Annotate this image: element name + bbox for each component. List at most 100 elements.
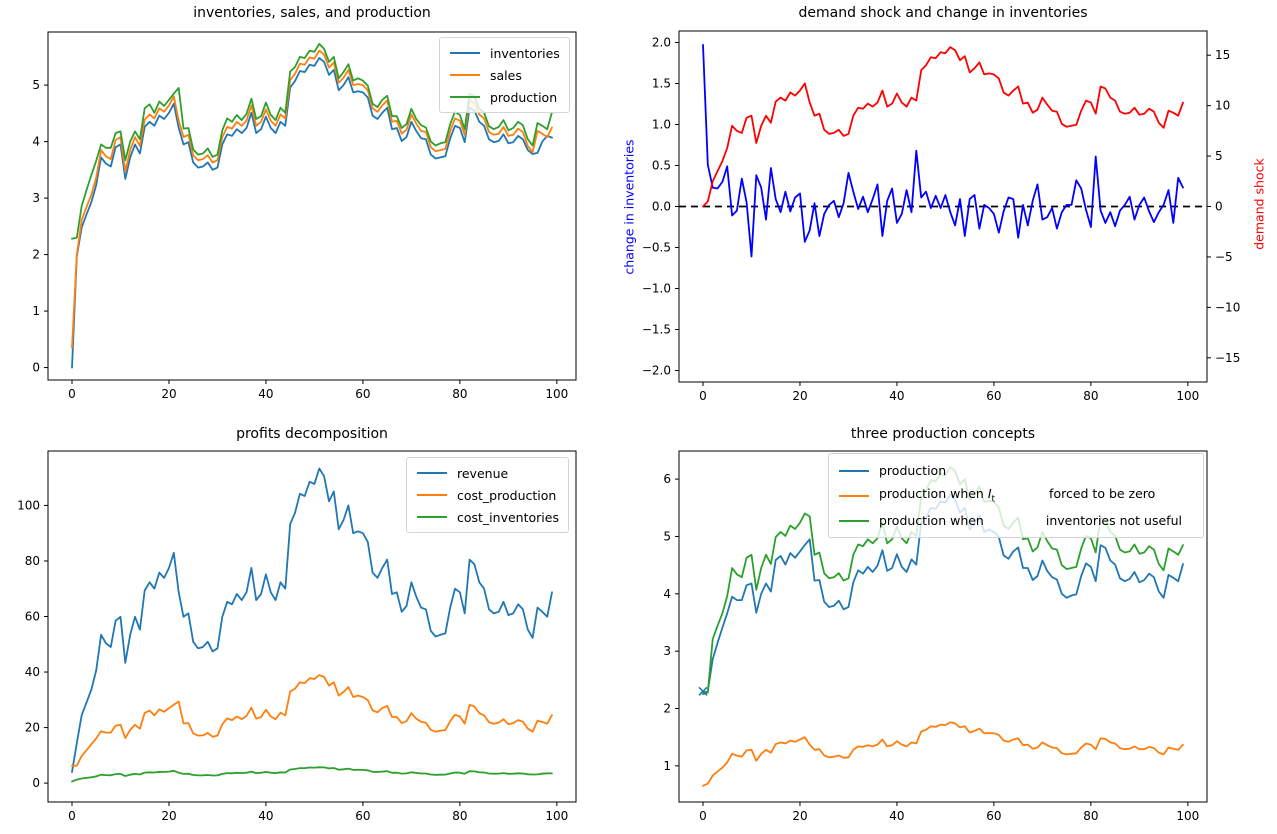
svg-text:100: 100 — [17, 498, 40, 512]
svg-text:3: 3 — [663, 644, 671, 658]
svg-text:80: 80 — [452, 387, 467, 401]
orange-line-sample-icon — [839, 494, 869, 497]
svg-text:80: 80 — [1083, 809, 1098, 823]
legend-label: cost_inventories — [457, 509, 559, 525]
svg-text:−5: −5 — [1215, 250, 1233, 264]
svg-text:0: 0 — [699, 389, 707, 403]
svg-text:80: 80 — [1083, 389, 1098, 403]
blue-line-sample-icon — [450, 52, 480, 54]
legend-item: production — [440, 86, 569, 108]
svg-text:100: 100 — [545, 809, 568, 823]
plot4-title: three production concepts — [850, 426, 1036, 442]
legend-label: production when inventories not useful — [879, 513, 1182, 528]
svg-text:100: 100 — [545, 387, 568, 401]
svg-text:40: 40 — [889, 809, 904, 823]
svg-text:1.5: 1.5 — [652, 76, 671, 90]
green-line-sample-icon — [417, 516, 447, 518]
plot4-legend: production production when It forced to b… — [828, 453, 1204, 538]
blue-line-sample-icon — [417, 472, 447, 474]
plot2-right-axis-label: demand shock — [1251, 158, 1267, 250]
legend-label-suffix: forced to be zero — [1049, 486, 1156, 502]
svg-text:5: 5 — [32, 78, 40, 92]
orange-line-sample-icon — [417, 494, 447, 496]
plot2-left-axis-label: change in inventories — [621, 139, 637, 275]
svg-text:−15: −15 — [1215, 351, 1240, 365]
svg-text:60: 60 — [25, 610, 40, 624]
plot-2: 0 20 40 60 80 100−2.0−1.5−1.0−0.50.00.51.01.5… — [642, 30, 1240, 403]
svg-text:2.0: 2.0 — [652, 35, 671, 49]
svg-text:0: 0 — [32, 361, 40, 375]
plot3-title: profits decomposition — [236, 426, 388, 442]
svg-text:1: 1 — [32, 304, 40, 318]
legend-item: production when It forced to be zero — [829, 483, 1203, 508]
svg-text:0.0: 0.0 — [652, 200, 671, 214]
svg-text:20: 20 — [25, 721, 40, 735]
svg-text:20: 20 — [792, 389, 807, 403]
orange-line-sample-icon — [450, 74, 480, 76]
legend-label: production — [879, 463, 947, 478]
legend-label-suffix: inventories not useful — [1045, 513, 1182, 528]
svg-text:0.5: 0.5 — [652, 158, 671, 172]
legend-label: production when It forced to be zero — [879, 486, 1155, 505]
plot-4: 0 20 40 60 80 100 1 2 3 4 5 6 — [663, 450, 1208, 823]
svg-text:−10: −10 — [1215, 300, 1240, 314]
svg-text:3: 3 — [32, 191, 40, 205]
plot-3: 0 20 40 60 80 100 0 20 40 60 80 100 — [17, 450, 577, 823]
svg-text:40: 40 — [258, 387, 273, 401]
svg-text:2: 2 — [663, 702, 671, 716]
legend-label-prefix: production when — [879, 486, 988, 502]
legend-label: production — [490, 89, 558, 105]
math-symbol: I — [987, 486, 992, 502]
plot1-title: inventories, sales, and production — [193, 5, 431, 21]
blue-line-sample-icon — [839, 469, 869, 472]
svg-text:60: 60 — [355, 809, 370, 823]
svg-text:40: 40 — [889, 389, 904, 403]
svg-text:60: 60 — [986, 809, 1001, 823]
svg-text:80: 80 — [452, 809, 467, 823]
svg-text:0: 0 — [1215, 200, 1223, 214]
svg-text:4: 4 — [663, 587, 671, 601]
svg-text:100: 100 — [1176, 809, 1199, 823]
legend-label-prefix: production when — [879, 513, 984, 528]
legend-item: inventories — [440, 42, 569, 64]
svg-text:20: 20 — [792, 809, 807, 823]
svg-text:60: 60 — [986, 389, 1001, 403]
legend-label: sales — [490, 67, 522, 83]
legend-item: sales — [440, 64, 569, 86]
svg-text:10: 10 — [1215, 99, 1230, 113]
svg-text:1: 1 — [663, 759, 671, 773]
svg-text:5: 5 — [1215, 149, 1223, 163]
green-line-sample-icon — [450, 96, 480, 98]
svg-text:−0.5: −0.5 — [642, 241, 671, 255]
svg-text:−1.0: −1.0 — [642, 282, 671, 296]
legend-label: inventories — [490, 45, 560, 61]
legend-item: cost_inventories — [407, 506, 568, 528]
svg-text:40: 40 — [25, 665, 40, 679]
svg-text:6: 6 — [663, 472, 671, 486]
svg-text:0: 0 — [68, 809, 76, 823]
svg-text:40: 40 — [258, 809, 273, 823]
legend-item: production when inventories not useful — [829, 508, 1203, 533]
svg-text:5: 5 — [663, 529, 671, 543]
plot3-legend: revenue cost_production cost_inventories — [406, 457, 569, 533]
svg-text:15: 15 — [1215, 48, 1230, 62]
svg-text:1.0: 1.0 — [652, 117, 671, 131]
legend-item: production — [829, 458, 1203, 483]
svg-text:4: 4 — [32, 135, 40, 149]
svg-text:2: 2 — [32, 248, 40, 262]
svg-text:100: 100 — [1176, 389, 1199, 403]
svg-text:0: 0 — [32, 776, 40, 790]
legend-item: cost_production — [407, 484, 568, 506]
legend-item: revenue — [407, 462, 568, 484]
svg-text:−2.0: −2.0 — [642, 364, 671, 378]
legend-label: revenue — [457, 465, 509, 481]
math-subscript: t — [991, 494, 996, 505]
svg-text:20: 20 — [161, 387, 176, 401]
plot1-legend: inventories sales production — [439, 37, 570, 113]
svg-text:80: 80 — [25, 554, 40, 568]
plot2-title: demand shock and change in inventories — [798, 5, 1088, 21]
svg-text:0: 0 — [699, 809, 707, 823]
